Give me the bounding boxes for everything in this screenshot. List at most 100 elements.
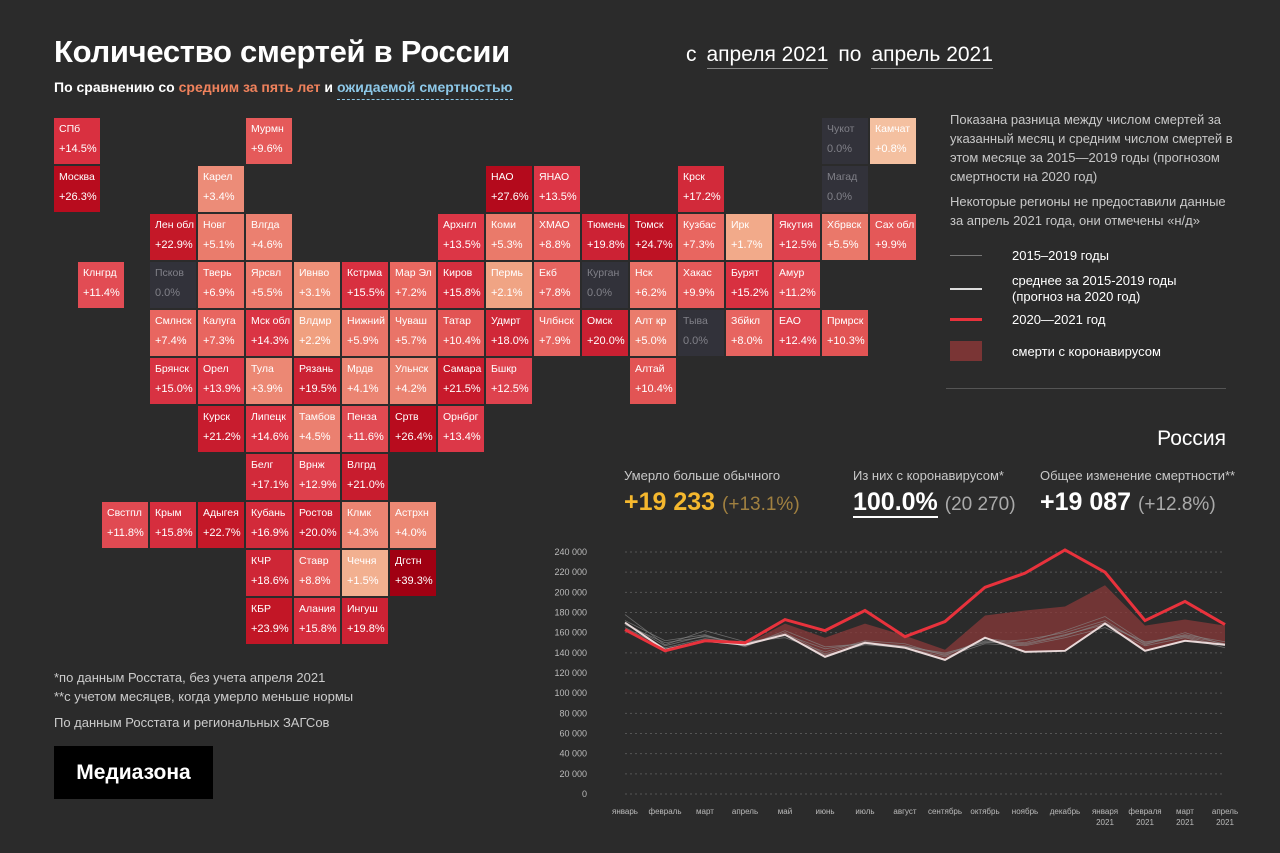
region-tile[interactable]: Чечня +1.5% xyxy=(342,550,388,596)
region-tile-value: +16.9% xyxy=(251,527,289,539)
region-tile[interactable]: КБР +23.9% xyxy=(246,598,292,644)
subtitle-expected-link[interactable]: ожидаемой смертностью xyxy=(336,79,513,100)
region-tile[interactable]: Свстпл +11.8% xyxy=(102,502,148,548)
region-tile[interactable]: СПб +14.5% xyxy=(54,118,100,164)
region-tile[interactable]: Тула +3.9% xyxy=(246,358,292,404)
region-tile[interactable]: Прмрск +10.3% xyxy=(822,310,868,356)
region-tile[interactable]: Адыгея +22.7% xyxy=(198,502,244,548)
region-tile[interactable]: Рязань +19.5% xyxy=(294,358,340,404)
region-tile[interactable]: Новг +5.1% xyxy=(198,214,244,260)
region-tile[interactable]: Члбнск +7.9% xyxy=(534,310,580,356)
region-tile[interactable]: Дгстн +39.3% xyxy=(390,550,436,596)
region-tile[interactable]: Псков 0.0% xyxy=(150,262,196,308)
region-tile[interactable]: Кстрма +15.5% xyxy=(342,262,388,308)
region-tile[interactable]: Бшкр +12.5% xyxy=(486,358,532,404)
region-tile[interactable]: Удмрт +18.0% xyxy=(486,310,532,356)
region-tile-value: +4.2% xyxy=(395,383,427,395)
period-to-select[interactable]: апрель 2021 xyxy=(871,43,993,69)
region-tile[interactable]: Москва +26.3% xyxy=(54,166,100,212)
page-title: Количество смертей в России xyxy=(54,34,510,69)
region-tile[interactable]: Кузбас +7.3% xyxy=(678,214,724,260)
period-from-select[interactable]: апреля 2021 xyxy=(706,43,829,69)
region-tile[interactable]: Коми +5.3% xyxy=(486,214,532,260)
region-tile[interactable]: Киров +15.8% xyxy=(438,262,484,308)
region-tile[interactable]: КЧР +18.6% xyxy=(246,550,292,596)
region-tile[interactable]: Курск +21.2% xyxy=(198,406,244,452)
region-tile[interactable]: Пенза +11.6% xyxy=(342,406,388,452)
region-tile[interactable]: Влгрд +21.0% xyxy=(342,454,388,500)
region-tile[interactable]: Бурят +15.2% xyxy=(726,262,772,308)
region-tile[interactable]: Татар +10.4% xyxy=(438,310,484,356)
region-tile[interactable]: Калуга +7.3% xyxy=(198,310,244,356)
region-tile[interactable]: Тамбов +4.5% xyxy=(294,406,340,452)
region-tile-value: +22.7% xyxy=(203,527,241,539)
region-tile[interactable]: Нижний +5.9% xyxy=(342,310,388,356)
region-tile[interactable]: Тюмень +19.8% xyxy=(582,214,628,260)
region-tile[interactable]: Ирк +1.7% xyxy=(726,214,772,260)
region-tile[interactable]: ЯНАО +13.5% xyxy=(534,166,580,212)
region-tile[interactable]: Якутия +12.5% xyxy=(774,214,820,260)
region-tile[interactable]: Хакас +9.9% xyxy=(678,262,724,308)
region-tile[interactable]: Хбрвск +5.5% xyxy=(822,214,868,260)
region-tile[interactable]: Сртв +26.4% xyxy=(390,406,436,452)
region-tile[interactable]: ЕАО +12.4% xyxy=(774,310,820,356)
region-tile[interactable]: Омск +20.0% xyxy=(582,310,628,356)
region-tile[interactable]: Карел +3.4% xyxy=(198,166,244,212)
region-tile[interactable]: Магад 0.0% xyxy=(822,166,868,212)
region-tile[interactable]: Лен обл +22.9% xyxy=(150,214,196,260)
region-tile[interactable]: Томск +24.7% xyxy=(630,214,676,260)
region-tile[interactable]: Влдмр +2.2% xyxy=(294,310,340,356)
region-tile-name: Амур xyxy=(779,267,805,279)
region-tile[interactable]: Мар Эл +7.2% xyxy=(390,262,436,308)
region-tile[interactable]: Алтай +10.4% xyxy=(630,358,676,404)
mediazona-logo[interactable]: Медиазона xyxy=(54,746,213,799)
region-tile[interactable]: Мрдв +4.1% xyxy=(342,358,388,404)
region-tile[interactable]: Клмк +4.3% xyxy=(342,502,388,548)
region-tile[interactable]: Тверь +6.9% xyxy=(198,262,244,308)
region-tile[interactable]: Самара +21.5% xyxy=(438,358,484,404)
region-tile[interactable]: Тыва 0.0% xyxy=(678,310,724,356)
region-tile[interactable]: Курган 0.0% xyxy=(582,262,628,308)
region-tile[interactable]: Чукот 0.0% xyxy=(822,118,868,164)
region-tile[interactable]: Кубань +16.9% xyxy=(246,502,292,548)
region-tile[interactable]: Клнгрд +11.4% xyxy=(78,262,124,308)
region-tile[interactable]: Ставр +8.8% xyxy=(294,550,340,596)
region-tile[interactable]: Орел +13.9% xyxy=(198,358,244,404)
subtitle-avg-link[interactable]: средним за пять лет xyxy=(178,79,321,95)
region-tile[interactable]: Амур +11.2% xyxy=(774,262,820,308)
region-tile[interactable]: Ростов +20.0% xyxy=(294,502,340,548)
region-tile[interactable]: Крск +17.2% xyxy=(678,166,724,212)
region-tile[interactable]: Ивнво +3.1% xyxy=(294,262,340,308)
region-tile[interactable]: Чуваш +5.7% xyxy=(390,310,436,356)
region-tile[interactable]: Белг +17.1% xyxy=(246,454,292,500)
region-tile[interactable]: Збйкл +8.0% xyxy=(726,310,772,356)
region-tile[interactable]: Липецк +14.6% xyxy=(246,406,292,452)
region-tile[interactable]: Камчат +0.8% xyxy=(870,118,916,164)
region-tile[interactable]: Мск обл +14.3% xyxy=(246,310,292,356)
x-tick-label: 2021 xyxy=(1096,818,1114,827)
region-tile[interactable]: Екб +7.8% xyxy=(534,262,580,308)
region-tile[interactable]: Нск +6.2% xyxy=(630,262,676,308)
region-tile[interactable]: Влгда +4.6% xyxy=(246,214,292,260)
region-tile[interactable]: Пермь +2.1% xyxy=(486,262,532,308)
region-tile[interactable]: Алания +15.8% xyxy=(294,598,340,644)
region-tile[interactable]: ХМАО +8.8% xyxy=(534,214,580,260)
region-tile[interactable]: Орнбрг +13.4% xyxy=(438,406,484,452)
region-tile[interactable]: Брянск +15.0% xyxy=(150,358,196,404)
covid-value: 100.0% xyxy=(853,488,938,518)
region-tile[interactable]: Ингуш +19.8% xyxy=(342,598,388,644)
region-tile[interactable]: НАО +27.6% xyxy=(486,166,532,212)
region-tile[interactable]: Сах обл +9.9% xyxy=(870,214,916,260)
region-tile[interactable]: Алт кр +5.0% xyxy=(630,310,676,356)
region-tile[interactable]: Крым +15.8% xyxy=(150,502,196,548)
region-tile[interactable]: Астрхн +4.0% xyxy=(390,502,436,548)
region-tile[interactable]: Ульнск +4.2% xyxy=(390,358,436,404)
region-tile[interactable]: Мурмн +9.6% xyxy=(246,118,292,164)
y-tick-label: 40 000 xyxy=(559,749,587,759)
region-tile[interactable]: Врнж +12.9% xyxy=(294,454,340,500)
legend-average: среднее за 2015-2019 годы (прогноз на 202… xyxy=(950,273,1176,305)
region-tile[interactable]: Ярсвл +5.5% xyxy=(246,262,292,308)
region-tile[interactable]: Смлнск +7.4% xyxy=(150,310,196,356)
region-tile[interactable]: Архнгл +13.5% xyxy=(438,214,484,260)
region-tile-value: +26.4% xyxy=(395,431,433,443)
